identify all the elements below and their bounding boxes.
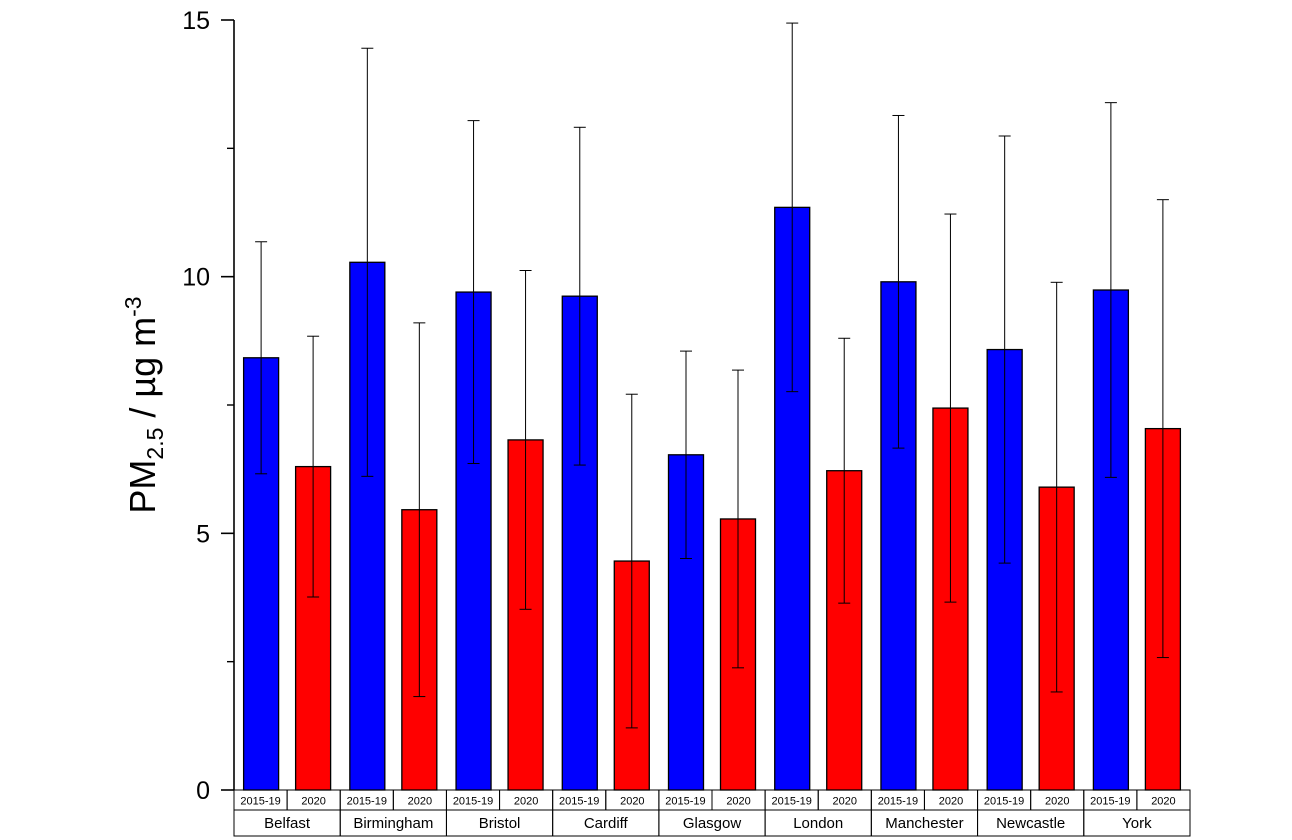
y-tick-label: 15 — [182, 7, 210, 35]
error-bar-glasgow-2015-19 — [680, 350, 692, 559]
y-axis: 0 5 10 15 — [182, 7, 235, 805]
category-label-belfast: Belfast — [264, 815, 311, 832]
error-bar-london-2015-19 — [786, 22, 799, 393]
error-bar-birmingham-2015-19 — [361, 47, 374, 477]
period-label: 2015-19 — [984, 796, 1024, 808]
period-label: 2015-19 — [665, 796, 705, 808]
category-label-bristol: Bristol — [479, 815, 521, 832]
period-label: 2020 — [726, 796, 750, 808]
error-bar-glasgow-2020 — [732, 369, 744, 669]
y-axis-title: PM2.5 / µg m-3 — [120, 296, 168, 513]
period-label: 2020 — [620, 796, 644, 808]
error-bars-layer — [255, 22, 1169, 729]
category-label-newcastle: Newcastle — [996, 815, 1065, 832]
error-bar-belfast-2015-19 — [255, 241, 268, 475]
period-label: 2015-19 — [347, 796, 387, 808]
period-label: 2015-19 — [453, 796, 493, 808]
error-bar-york-2020 — [1156, 199, 1169, 659]
error-bar-york-2015-19 — [1104, 102, 1117, 478]
error-bar-london-2020 — [838, 337, 851, 604]
error-bar-manchester-2020 — [944, 213, 957, 603]
error-bar-birmingham-2020 — [413, 322, 426, 698]
period-label: 2020 — [1045, 796, 1069, 808]
period-label: 2020 — [833, 796, 857, 808]
error-bar-manchester-2015-19 — [892, 114, 905, 449]
error-bar-newcastle-2015-19 — [998, 135, 1011, 564]
category-label-birmingham: Birmingham — [353, 815, 433, 832]
period-label: 2015-19 — [771, 796, 811, 808]
period-label: 2015-19 — [878, 796, 918, 808]
error-bar-belfast-2020 — [307, 335, 320, 598]
category-label-glasgow: Glasgow — [683, 815, 742, 832]
category-label-manchester: Manchester — [885, 815, 963, 832]
x-axis-table: 2015-19 2020 Belfast 2015-19 2020 Birmingham 2… — [233, 789, 1191, 837]
period-label: 2020 — [1151, 796, 1175, 808]
bar-york-2015-19 — [1092, 289, 1130, 791]
y-tick-label: 0 — [196, 777, 210, 805]
period-label: 2015-19 — [559, 796, 599, 808]
period-label: 2020 — [514, 796, 538, 808]
error-bar-cardiff-2015-19 — [573, 126, 586, 466]
period-label: 2020 — [939, 796, 963, 808]
y-tick-label: 10 — [182, 264, 210, 292]
period-label: 2015-19 — [240, 796, 280, 808]
period-label: 2015-19 — [1090, 796, 1130, 808]
city-cell — [1083, 809, 1191, 837]
period-label: 2020 — [301, 796, 325, 808]
error-bar-bristol-2020 — [519, 270, 532, 610]
period-label: 2020 — [408, 796, 432, 808]
error-bar-newcastle-2020 — [1050, 281, 1063, 693]
category-label-cardiff: Cardiff — [584, 815, 629, 832]
category-label-york: York — [1122, 815, 1152, 832]
error-bar-cardiff-2020 — [625, 393, 638, 729]
error-bar-bristol-2015-19 — [467, 120, 480, 465]
y-tick-label: 5 — [196, 520, 210, 548]
category-label-london: London — [793, 815, 843, 832]
bars-layer — [242, 206, 1182, 791]
